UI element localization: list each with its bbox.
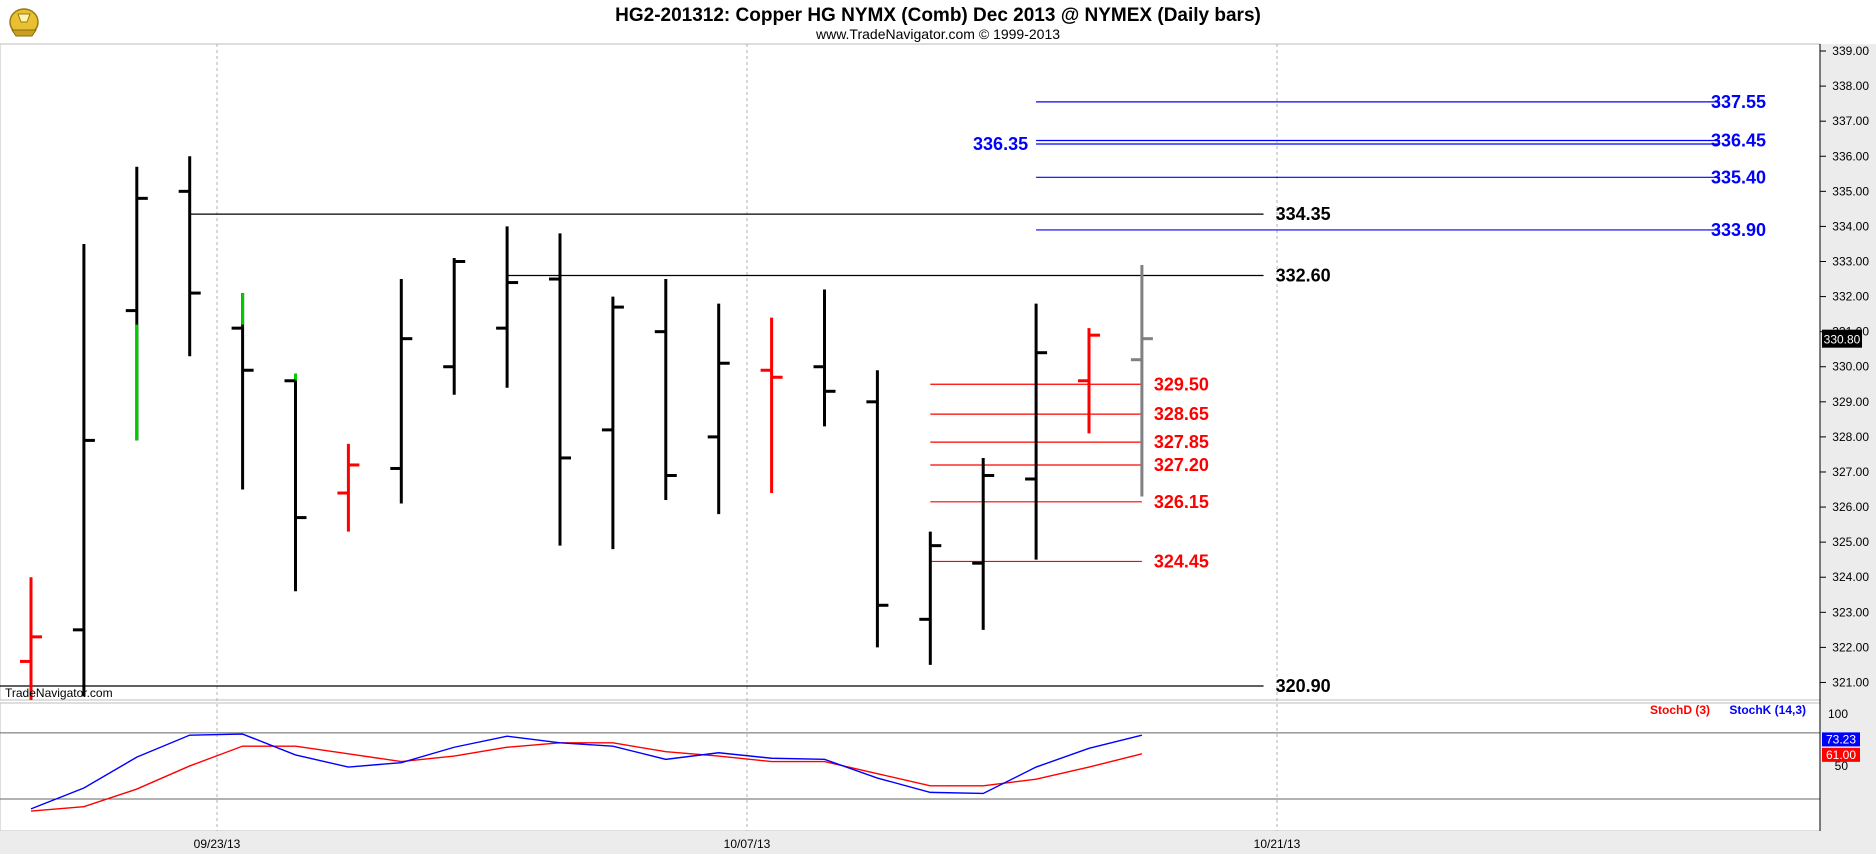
ohlc-bar-14 <box>760 317 783 494</box>
ohlc-bar-18 <box>972 457 995 630</box>
price-tick-label-12: 327.00 <box>1832 465 1869 479</box>
ohlc-bar-13 <box>707 303 730 515</box>
price-tick-label-4: 335.00 <box>1832 184 1869 198</box>
date-label-0: 09/23/13 <box>194 837 241 851</box>
level-label-328.65: 328.65 <box>1154 404 1209 424</box>
price-axis-strip <box>1820 44 1876 831</box>
price-tick-label-14: 325.00 <box>1832 535 1869 549</box>
price-tick-label-2: 337.00 <box>1832 114 1869 128</box>
price-tick-label-7: 332.00 <box>1832 290 1869 304</box>
chart-subtitle: www.TradeNavigator.com © 1999-2013 <box>815 26 1060 42</box>
last-price-label: 330.80 <box>1824 333 1861 347</box>
ohlc-bar-6 <box>337 443 360 532</box>
ohlc-bar-12 <box>654 279 677 501</box>
date-axis-strip <box>0 831 1876 854</box>
date-label-1: 10/07/13 <box>724 837 771 851</box>
price-tick-label-6: 333.00 <box>1832 254 1869 268</box>
ohlc-bar-21 <box>1130 265 1153 497</box>
ohlc-bar-20 <box>1078 328 1100 434</box>
ohlc-bar-7 <box>390 279 413 504</box>
ohlc-bar-3 <box>178 156 201 357</box>
oscillator-pane <box>0 702 1821 832</box>
date-label-2: 10/21/13 <box>1254 837 1301 851</box>
price-pane <box>0 43 1821 701</box>
grid <box>216 44 1278 831</box>
ohlc-bar-10 <box>549 233 571 546</box>
stoch-d-value: 61.00 <box>1826 748 1856 762</box>
last-price-box <box>1822 329 1862 348</box>
level-label-335.40: 335.40 <box>1711 167 1766 187</box>
level-label-327.20: 327.20 <box>1154 455 1209 475</box>
price-tick-label-0: 339.00 <box>1832 44 1869 58</box>
price-tick-label-11: 328.00 <box>1832 430 1869 444</box>
ohlc-bar-9 <box>496 226 519 388</box>
ohlc-bar-16 <box>866 370 889 648</box>
ohlc-bar-11 <box>601 296 624 550</box>
level-label-332.60: 332.60 <box>1276 266 1331 286</box>
price-tick-label-9: 330.00 <box>1832 360 1869 374</box>
price-tick-label-18: 321.00 <box>1832 675 1869 689</box>
stoch-k-line <box>30 733 1143 810</box>
price-tick-label-15: 324.00 <box>1832 570 1869 584</box>
axes: 09/23/13 10/07/13 10/21/13 339.00 338.00 337.… <box>194 44 1869 851</box>
level-label-337.55: 337.55 <box>1711 92 1766 112</box>
ohlc-bar-17 <box>919 531 942 665</box>
chart-title: HG2-201312: Copper HG NYMX (Comb) Dec 20… <box>615 5 1261 26</box>
ohlc-bar-2 <box>125 166 148 441</box>
stochastic-oscillator: StochD (3) StochK (14,3) <box>0 703 1820 812</box>
ohlc-bar-5 <box>284 373 307 592</box>
level-label-326.15: 326.15 <box>1154 492 1209 512</box>
stoch-d-box <box>1822 747 1860 762</box>
price-tick-label-3: 336.00 <box>1832 149 1869 163</box>
ohlc-bar-1 <box>72 243 95 697</box>
level-label-329.50: 329.50 <box>1154 374 1209 394</box>
stoch-d-line <box>30 742 1143 812</box>
osc-legend-1: StochK (14,3) <box>1729 703 1806 717</box>
level-label-334.35: 334.35 <box>1276 204 1331 224</box>
watermark: TradeNavigator.com <box>5 686 113 700</box>
level-label-327.85: 327.85 <box>1154 432 1209 452</box>
price-tick-label-16: 323.00 <box>1832 605 1869 619</box>
osc-tick-100: 100 <box>1828 707 1848 721</box>
price-tick-label-10: 329.00 <box>1832 395 1869 409</box>
level-label-336.45: 336.45 <box>1711 130 1766 150</box>
price-tick-label-13: 326.00 <box>1832 500 1869 514</box>
level-label-333.90: 333.90 <box>1711 220 1766 240</box>
level-label-336.35: 336.35 <box>973 134 1028 154</box>
price-tick-label-1: 338.00 <box>1832 79 1869 93</box>
price-tick-label-5: 334.00 <box>1832 219 1869 233</box>
level-label-320.90: 320.90 <box>1276 676 1331 696</box>
level-lines: 337.55 336.45 336.35 335.40 333.90 334.35 332.… <box>0 92 1766 696</box>
ohlc-bar-19 <box>1025 303 1048 560</box>
ohlc-bar-8 <box>443 257 466 395</box>
ohlc-bars <box>20 156 1153 700</box>
ohlc-bar-4 <box>231 293 254 490</box>
ohlc-bar-15 <box>813 289 836 427</box>
ohlc-bar-0 <box>20 577 42 700</box>
stoch-k-value: 73.23 <box>1826 732 1856 746</box>
price-tick-label-17: 322.00 <box>1832 640 1869 654</box>
stoch-k-box <box>1822 732 1860 747</box>
trade-navigator-logo <box>9 8 39 37</box>
osc-tick-50: 50 <box>1835 759 1849 773</box>
header-band <box>0 0 1876 44</box>
level-label-324.45: 324.45 <box>1154 551 1209 571</box>
osc-legend-0: StochD (3) <box>1650 703 1710 717</box>
